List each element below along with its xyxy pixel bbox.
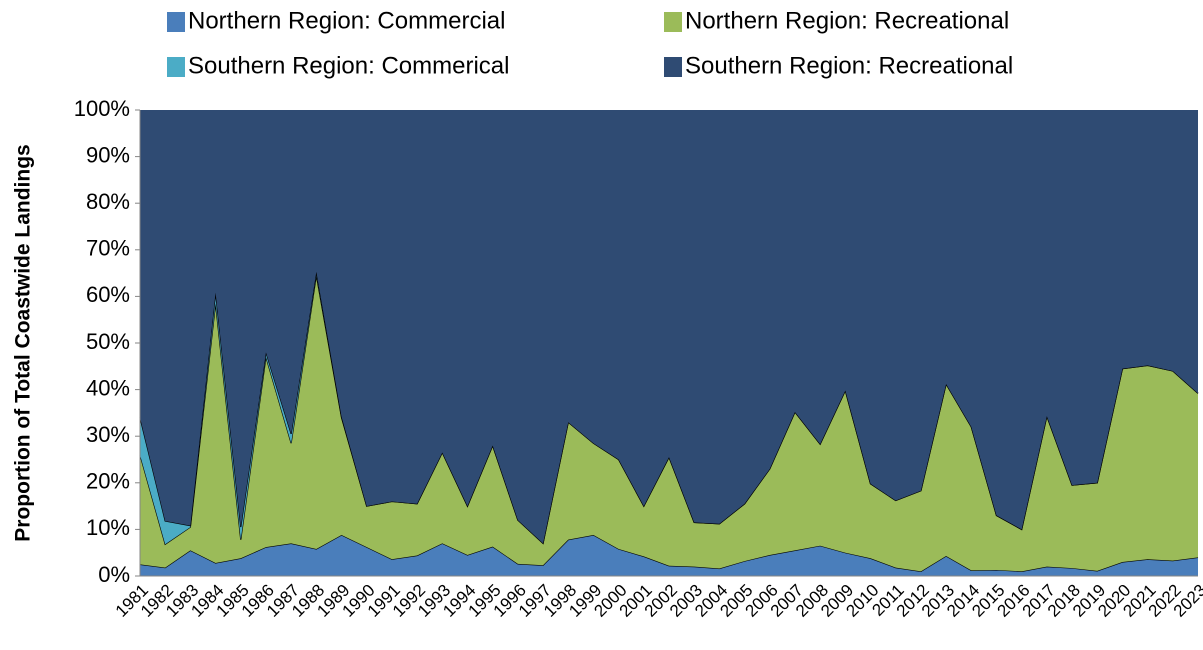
y-tick-label: 30% — [86, 422, 130, 447]
area — [140, 275, 1198, 572]
legend-swatch — [167, 57, 185, 77]
y-tick-label: 70% — [86, 236, 130, 261]
legend-swatch — [167, 12, 185, 32]
y-axis-title: Proportion of Total Coastwide Landings — [12, 144, 35, 541]
legend-swatch — [664, 12, 682, 32]
y-tick-label: 60% — [86, 282, 130, 307]
legend-swatch — [664, 57, 682, 77]
legend-label: Northern Region: Recreational — [685, 7, 1009, 34]
y-tick-label: 90% — [86, 142, 130, 167]
y-tick-label: 0% — [98, 562, 130, 587]
y-tick-label: 40% — [86, 375, 130, 400]
area — [140, 534, 1198, 576]
legend-label: Southern Region: Commerical — [188, 52, 509, 79]
area — [140, 110, 1198, 544]
legend-label: Southern Region: Recreational — [685, 52, 1013, 79]
legend-label: Northern Region: Commercial — [188, 7, 505, 34]
y-tick-label: 50% — [86, 329, 130, 354]
y-tick-label: 80% — [86, 189, 130, 214]
y-tick-label: 100% — [74, 96, 130, 121]
y-tick-label: 20% — [86, 469, 130, 494]
y-tick-label: 10% — [86, 515, 130, 540]
